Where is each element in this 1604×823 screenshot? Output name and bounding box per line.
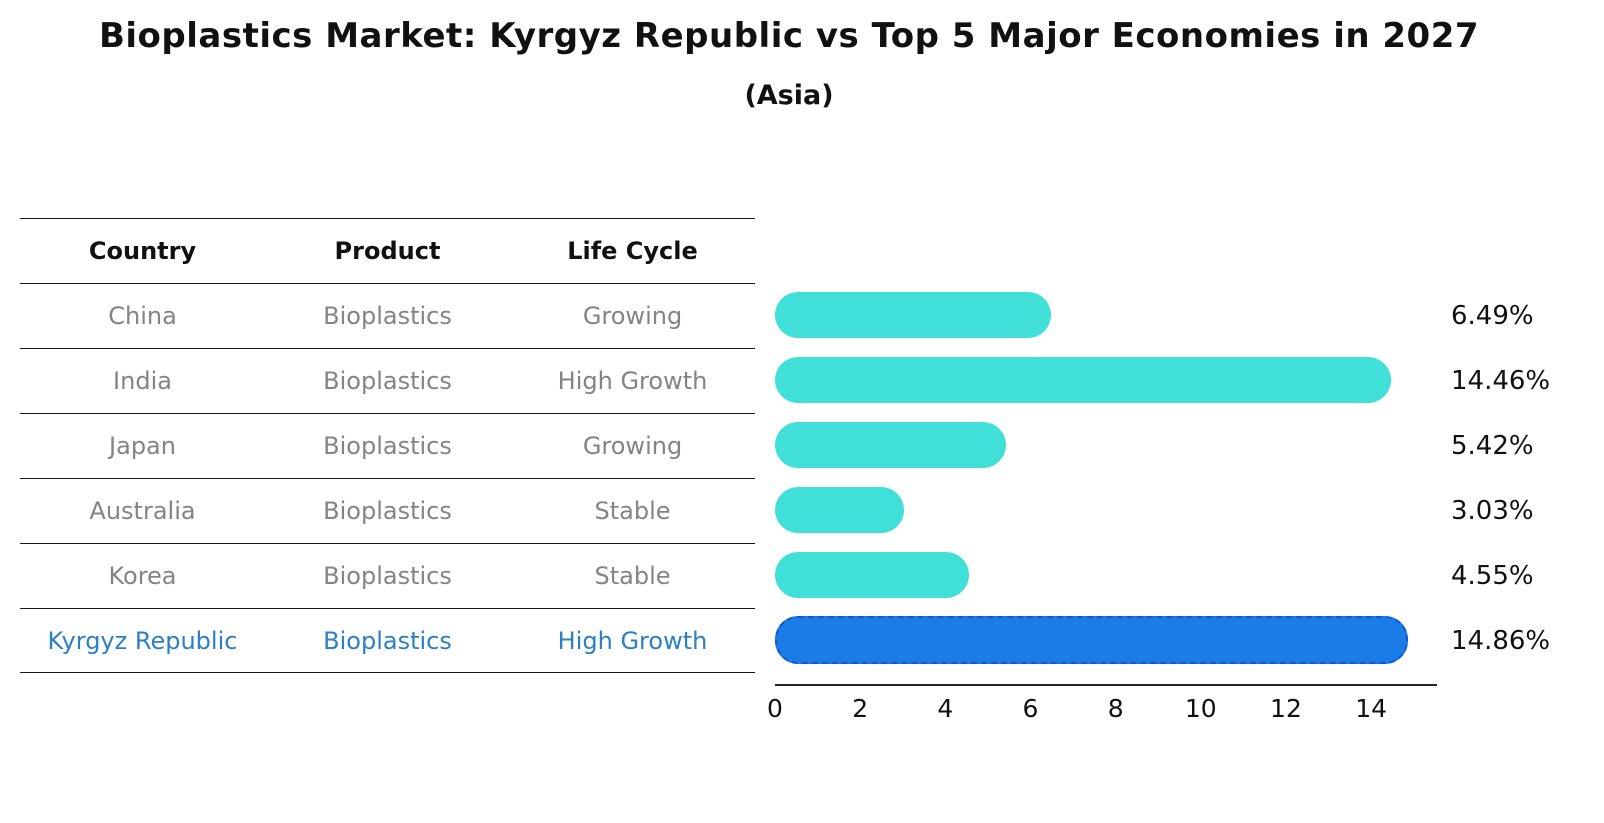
table-cell-country: Korea <box>108 562 177 590</box>
table-cell-country: Australia <box>89 497 196 525</box>
table-cell-product: Bioplastics <box>323 432 452 460</box>
table-row: Japan Bioplastics Growing <box>20 413 755 478</box>
x-axis-tick: 10 <box>1184 694 1217 723</box>
bar-india <box>775 357 1391 403</box>
table-cell-product: Bioplastics <box>323 367 452 395</box>
bar-row: 14.86% <box>775 608 1550 673</box>
bar-row: 4.55% <box>775 543 1534 608</box>
x-axis-tick: 6 <box>1022 694 1039 723</box>
table-header-row: Country Product Life Cycle <box>20 218 755 283</box>
table-header-life-cycle: Life Cycle <box>567 237 698 265</box>
x-axis-tick: 4 <box>937 694 954 723</box>
bar-australia <box>775 487 905 533</box>
bar-row: 14.46% <box>775 348 1550 413</box>
x-axis-tick: 12 <box>1270 694 1302 723</box>
bar-value-label: 14.86% <box>1451 625 1551 656</box>
x-axis-tick: 14 <box>1355 694 1388 723</box>
table-row: Australia Bioplastics Stable <box>20 478 755 543</box>
x-axis: 0 2 4 6 8 10 12 14 <box>767 694 1435 726</box>
bar-chart: 6.49% 14.46% 5.42% 3.03% 4.55% 14.86% <box>775 283 1550 673</box>
table-cell-product: Bioplastics <box>323 302 452 330</box>
table-cell-life-cycle: Growing <box>582 302 683 330</box>
table-cell-country: India <box>113 367 172 395</box>
bar-china <box>775 292 1052 338</box>
table-cell-country: China <box>108 302 177 330</box>
comparison-table: Country Product Life Cycle China Bioplas… <box>20 218 755 673</box>
table-cell-country: Japan <box>109 432 176 460</box>
bar-row: 5.42% <box>775 413 1534 478</box>
table-row: China Bioplastics Growing <box>20 283 755 348</box>
table-cell-life-cycle: High Growth <box>557 367 708 395</box>
table-cell-country: Kyrgyz Republic <box>47 626 238 655</box>
bar-value-label: 6.49% <box>1451 300 1534 331</box>
table-cell-life-cycle: Stable <box>594 562 671 590</box>
table-row: Korea Bioplastics Stable <box>20 543 755 608</box>
bar-row: 3.03% <box>775 478 1534 543</box>
bar-japan <box>775 422 1006 468</box>
x-axis-line <box>775 684 1437 686</box>
table-cell-product: Bioplastics <box>323 626 452 655</box>
bar-value-label: 4.55% <box>1451 560 1534 591</box>
table-cell-life-cycle: Stable <box>594 497 671 525</box>
bar-korea <box>775 552 969 598</box>
page-subtitle: (Asia) <box>744 80 834 111</box>
table-header-country: Country <box>88 237 197 265</box>
x-axis-tick: 0 <box>767 694 783 723</box>
bar-kyrgyz-republic <box>775 616 1408 664</box>
table-cell-life-cycle: Growing <box>582 432 683 460</box>
table-cell-life-cycle: High Growth <box>557 626 708 655</box>
bar-value-label: 5.42% <box>1451 430 1534 461</box>
table-row: India Bioplastics High Growth <box>20 348 755 413</box>
x-axis-tick: 2 <box>852 694 869 723</box>
x-axis-tick: 8 <box>1107 694 1124 723</box>
table-header-product: Product <box>334 237 441 265</box>
table-row-highlighted: Kyrgyz Republic Bioplastics High Growth <box>20 608 755 673</box>
bar-row: 6.49% <box>775 283 1534 348</box>
table-cell-product: Bioplastics <box>323 562 452 590</box>
table-cell-product: Bioplastics <box>323 497 452 525</box>
bar-value-label: 3.03% <box>1451 495 1534 526</box>
bar-value-label: 14.46% <box>1451 365 1551 396</box>
page-title: Bioplastics Market: Kyrgyz Republic vs T… <box>98 16 1480 56</box>
